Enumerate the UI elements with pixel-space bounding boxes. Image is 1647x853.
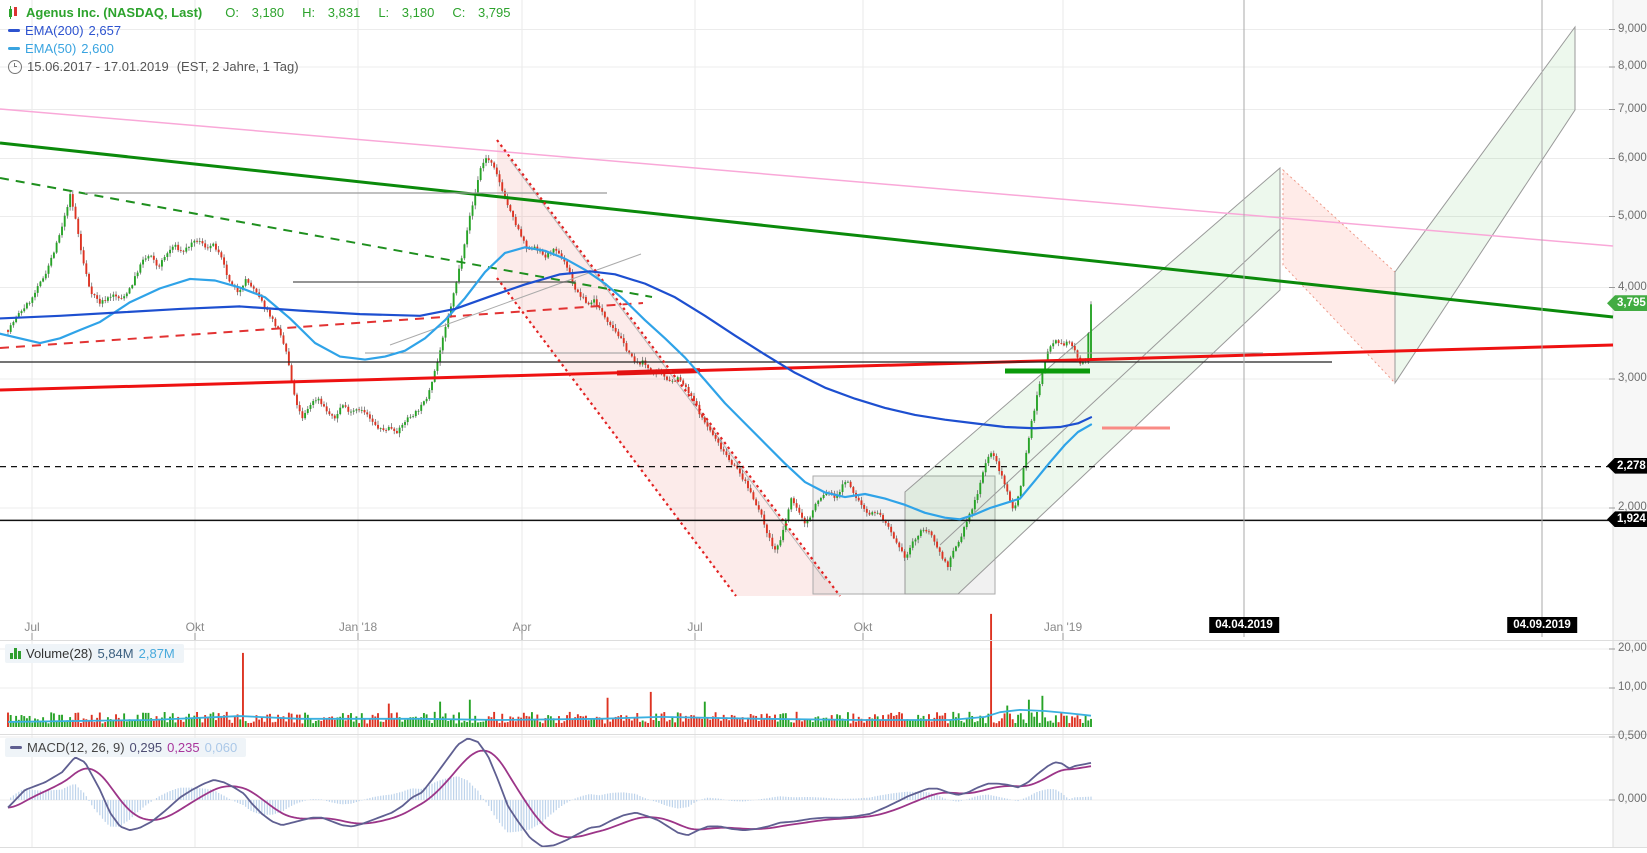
event-date-badge[interactable]: 04.04.2019 — [1209, 617, 1279, 633]
bottom-divider — [0, 847, 1647, 848]
ema200-value: 2,657 — [88, 23, 122, 38]
date-range-detail: (EST, 2 Jahre, 1 Tag) — [176, 59, 299, 74]
time-tick-label: Jul — [24, 620, 40, 634]
ema50-legend-row[interactable]: EMA(50) 2,600 — [8, 41, 114, 56]
date-range-row[interactable]: 15.06.2017 - 17.01.2019 (EST, 2 Jahre, 1… — [8, 59, 299, 74]
date-range-text: 15.06.2017 - 17.01.2019 — [27, 59, 169, 74]
ema200-line-icon — [8, 29, 20, 32]
price-tick-label: 3,000 — [1618, 372, 1647, 385]
level-price-badge[interactable]: 2,278 — [1607, 457, 1647, 474]
volume-label: Volume(28) — [26, 646, 93, 661]
time-tick-label: Jan '18 — [338, 620, 378, 634]
ohlc-values: O: 3,180 H: 3,831 L: 3,180 C: 3,795 — [225, 5, 511, 20]
volume-tick-label: 20,00M — [1618, 642, 1647, 654]
volume-bars-icon — [10, 648, 21, 659]
macd-pane-divider[interactable] — [0, 734, 1647, 735]
ema50-label: EMA(50) — [25, 41, 77, 56]
level-price-badge[interactable]: 1,924 — [1607, 511, 1647, 528]
ema200-legend-row[interactable]: EMA(200) 2,657 — [8, 23, 121, 38]
instrument-legend-row[interactable]: Agenus Inc. (NASDAQ, Last) O: 3,180 H: 3,… — [8, 5, 511, 20]
macd-tick-label: 0,000 — [1618, 793, 1647, 805]
candlestick-icon — [8, 5, 21, 20]
macd-signal-value: 0,235 — [167, 740, 200, 755]
price-tick-label: 4,000 — [1618, 280, 1647, 293]
volume-indicator-header[interactable]: Volume(28) 5,84M 2,87M — [5, 644, 184, 663]
event-date-badge[interactable]: 04.09.2019 — [1507, 617, 1577, 633]
ema200-label: EMA(200) — [25, 23, 84, 38]
price-tick-label: 10,000 — [1618, 0, 1647, 1]
price-tick-label: 5,000 — [1618, 209, 1647, 222]
open-value: 3,180 — [251, 5, 285, 20]
time-tick-label: Apr — [512, 620, 532, 634]
volume-tick-label: 10,00M — [1618, 681, 1647, 693]
volume-pane-divider[interactable] — [0, 640, 1647, 641]
high-value: 3,831 — [327, 5, 361, 20]
close-value: 3,795 — [477, 5, 511, 20]
macd-tick-label: 0,500 — [1618, 730, 1647, 742]
price-tick-label: 7,000 — [1618, 102, 1647, 115]
volume-current-value: 5,84M — [97, 646, 134, 661]
low-value: 3,180 — [401, 5, 435, 20]
price-tick-label: 2,000 — [1618, 501, 1647, 513]
macd-label: MACD(12, 26, 9) — [27, 740, 125, 755]
time-tick-label: Okt — [853, 620, 873, 634]
instrument-title: Agenus Inc. (NASDAQ, Last) — [26, 5, 203, 20]
price-tick-label: 8,000 — [1618, 60, 1647, 73]
ema50-value: 2,600 — [81, 41, 114, 56]
volume-ma-value: 2,87M — [138, 646, 175, 661]
price-tick-label: 6,000 — [1618, 151, 1647, 164]
macd-hist-value: 0,060 — [204, 740, 238, 755]
time-tick-label: Jan '19 — [1043, 620, 1083, 634]
last-price-badge: 3,795 — [1607, 295, 1647, 312]
macd-line-icon — [10, 746, 22, 749]
macd-value: 0,295 — [129, 740, 163, 755]
time-tick-label: Okt — [185, 620, 205, 634]
macd-indicator-header[interactable]: MACD(12, 26, 9) 0,295 0,235 0,060 — [5, 738, 247, 757]
ema50-line-icon — [8, 47, 20, 50]
clock-icon — [8, 59, 22, 74]
time-tick-label: Jul — [687, 620, 703, 634]
price-tick-label: 9,000 — [1618, 22, 1647, 35]
